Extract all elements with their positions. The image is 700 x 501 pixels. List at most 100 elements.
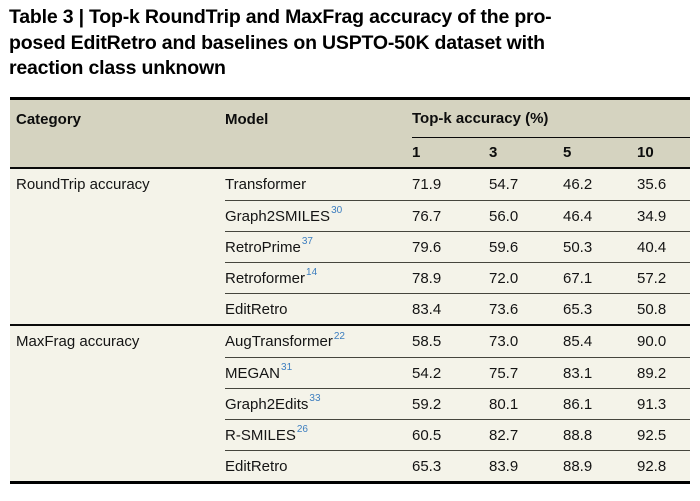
- table-row: Graph2SMILES 30 76.7 56.0 46.4 34.9: [10, 200, 690, 231]
- value-top3: 82.7: [489, 426, 519, 444]
- value-top10: 57.2: [637, 269, 667, 287]
- value-top3: 73.6: [489, 300, 519, 318]
- model-cell: Graph2Edits 33: [225, 393, 321, 413]
- row-data: RetroPrime 37 79.6 59.6 50.3 40.4: [225, 231, 690, 262]
- value-top1: 83.4: [412, 300, 442, 318]
- table-row: MaxFrag accuracy AugTransformer 22 58.5 7…: [10, 326, 690, 357]
- value-top10: 92.5: [637, 426, 667, 444]
- value-top1: 76.7: [412, 207, 442, 225]
- model-cell: RetroPrime 37: [225, 236, 313, 256]
- row-data: AugTransformer 22 58.5 73.0 85.4 90.0: [225, 326, 690, 357]
- value-top3: 56.0: [489, 207, 519, 225]
- category-cell-empty: [10, 231, 225, 262]
- title-line-1: Table 3 | Top-k RoundTrip and MaxFrag ac…: [9, 6, 552, 28]
- category-cell-empty: [10, 419, 225, 450]
- category-cell-empty: [10, 200, 225, 231]
- model-cell: Transformer: [225, 169, 412, 200]
- value-top5: 83.1: [563, 364, 593, 382]
- value-top5: 46.4: [563, 207, 593, 225]
- category-cell-empty: [10, 388, 225, 419]
- row-data: EditRetro 65.3 83.9 88.9 92.8: [225, 450, 690, 481]
- model-cell: MEGAN 31: [225, 362, 293, 382]
- col-header-model: Model: [225, 110, 269, 128]
- table-row: RoundTrip accuracy Transformer 71.9 54.7…: [10, 169, 690, 200]
- value-top5: 50.3: [563, 238, 593, 256]
- table-row: EditRetro 65.3 83.9 88.9 92.8: [10, 450, 690, 481]
- model-cell: EditRetro: [225, 294, 412, 324]
- value-top10: 92.8: [637, 457, 667, 475]
- model-name: Graph2SMILES: [225, 207, 331, 225]
- value-top1: 71.9: [412, 176, 442, 193]
- title-line-3: reaction class unknown: [9, 57, 226, 79]
- value-top10: 40.4: [637, 238, 667, 256]
- category-cell-empty: [10, 357, 225, 388]
- value-top3: 83.9: [489, 457, 519, 475]
- col-header-category: Category: [16, 110, 82, 128]
- value-top1: 65.3: [412, 457, 442, 475]
- model-cell: EditRetro: [225, 451, 412, 481]
- col-header-k1: 1: [412, 144, 421, 161]
- value-top5: 86.1: [563, 395, 593, 413]
- model-cell: Retroformer 14: [225, 267, 318, 287]
- model-name: Retroformer: [225, 269, 306, 287]
- category-cell-empty: [10, 293, 225, 324]
- row-data: Graph2Edits 33 59.2 80.1 86.1 91.3: [225, 388, 690, 419]
- table-row: RetroPrime 37 79.6 59.6 50.3 40.4: [10, 231, 690, 262]
- header-row-main: Category Model Top-k accuracy (%): [10, 100, 690, 138]
- model-cell: Graph2SMILES 30: [225, 205, 343, 225]
- col-header-k5: 5: [563, 144, 572, 161]
- col-header-topk: Top-k accuracy (%): [412, 100, 690, 138]
- title-line-2: posed EditRetro and baselines on USPTO-5…: [9, 31, 545, 54]
- model-name: MEGAN: [225, 364, 281, 382]
- category-group-maxfrag: MaxFrag accuracy AugTransformer 22 58.5 7…: [10, 324, 690, 481]
- model-cell: R-SMILES 26: [225, 424, 308, 444]
- col-header-k3: 3: [489, 144, 498, 161]
- model-name: EditRetro: [225, 457, 288, 475]
- row-data: EditRetro 83.4 73.6 65.3 50.8: [225, 293, 690, 324]
- value-top10: 89.2: [637, 364, 667, 382]
- value-top1: 58.5: [412, 333, 442, 350]
- value-top3: 80.1: [489, 395, 519, 413]
- table-row: R-SMILES 26 60.5 82.7 88.8 92.5: [10, 419, 690, 450]
- model-name: Transformer: [225, 176, 307, 193]
- table-row: EditRetro 83.4 73.6 65.3 50.8: [10, 293, 690, 324]
- table-body: RoundTrip accuracy Transformer 71.9 54.7…: [10, 169, 690, 481]
- model-cell: AugTransformer 22: [225, 330, 345, 350]
- col-header-k10: 10: [637, 144, 654, 161]
- model-name: EditRetro: [225, 300, 288, 318]
- value-top5: 65.3: [563, 300, 593, 318]
- value-top10: 91.3: [637, 395, 667, 413]
- row-data: Transformer 71.9 54.7 46.2 35.6: [225, 169, 690, 200]
- category-group-roundtrip: RoundTrip accuracy Transformer 71.9 54.7…: [10, 169, 690, 324]
- category-cell: MaxFrag accuracy: [16, 333, 140, 350]
- value-top3: 54.7: [489, 176, 519, 193]
- category-cell: RoundTrip accuracy: [16, 176, 150, 193]
- value-top5: 88.8: [563, 426, 593, 444]
- value-top5: 67.1: [563, 269, 593, 287]
- value-top5: 46.2: [563, 176, 593, 193]
- header-spacer-model: [225, 138, 412, 167]
- header-spacer-category: [10, 138, 225, 167]
- table-row: Graph2Edits 33 59.2 80.1 86.1 91.3: [10, 388, 690, 419]
- row-data: R-SMILES 26 60.5 82.7 88.8 92.5: [225, 419, 690, 450]
- model-name: RetroPrime: [225, 238, 301, 256]
- value-top3: 75.7: [489, 364, 519, 382]
- row-data: Retroformer 14 78.9 72.0 67.1 57.2: [225, 262, 690, 293]
- results-table: Category Model Top-k accuracy (%) 1 3 5 …: [10, 97, 690, 484]
- model-name: Graph2Edits: [225, 395, 309, 413]
- category-cell-empty: [10, 450, 225, 481]
- value-top1: 54.2: [412, 364, 442, 382]
- value-top10: 34.9: [637, 207, 667, 225]
- row-data: Graph2SMILES 30 76.7 56.0 46.4 34.9: [225, 200, 690, 231]
- header-row-k: 1 3 5 10: [10, 138, 690, 167]
- table-row: MEGAN 31 54.2 75.7 83.1 89.2: [10, 357, 690, 388]
- model-name: R-SMILES: [225, 426, 296, 444]
- category-cell-empty: [10, 262, 225, 293]
- value-top3: 72.0: [489, 269, 519, 287]
- model-name: AugTransformer: [225, 333, 333, 350]
- value-top1: 79.6: [412, 238, 442, 256]
- value-top3: 59.6: [489, 238, 519, 256]
- value-top10: 50.8: [637, 300, 667, 318]
- value-top5: 88.9: [563, 457, 593, 475]
